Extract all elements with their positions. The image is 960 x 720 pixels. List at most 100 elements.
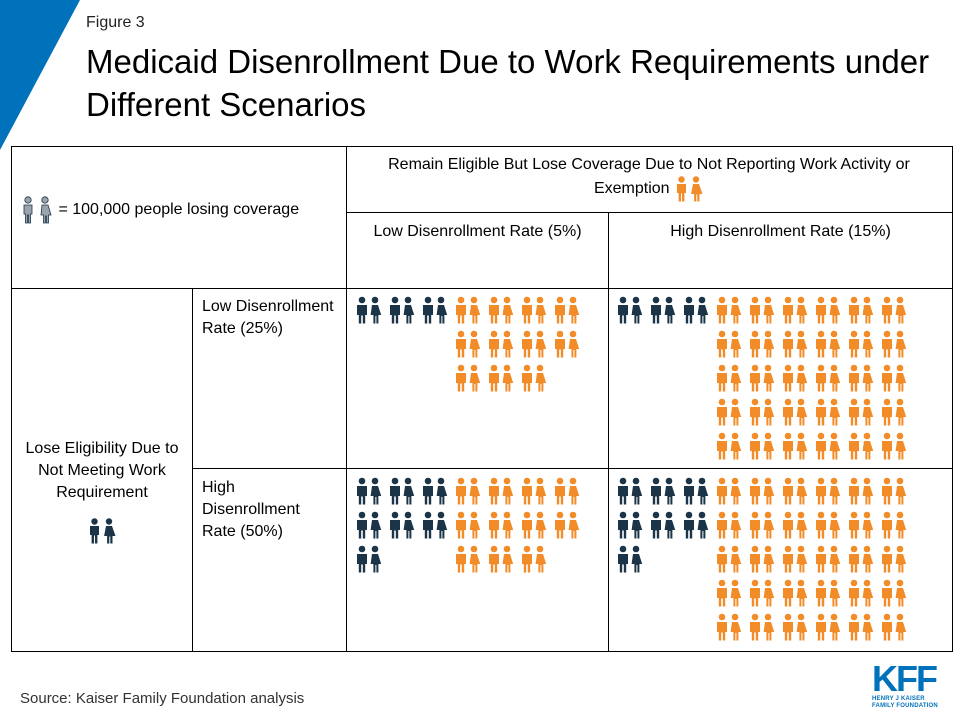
row-header-low: Low Disenrollment Rate (25%) bbox=[202, 298, 334, 337]
orange-person-pair-icon bbox=[555, 296, 580, 324]
orange-person-pair-icon bbox=[555, 330, 580, 358]
orange-person-pair-icon bbox=[717, 330, 742, 358]
orange-person-pair-icon bbox=[849, 545, 874, 573]
orange-person-pair-icon bbox=[816, 511, 841, 539]
orange-person-pair-icon bbox=[816, 613, 841, 641]
row-group-header-text: Lose Eligibility Due to Not Meeting Work… bbox=[25, 440, 179, 501]
logo-line-2: FAMILY FOUNDATION bbox=[872, 703, 938, 709]
orange-person-pair-icon bbox=[750, 398, 775, 426]
orange-person-pair-icon bbox=[750, 511, 775, 539]
orange-person-pair-icon bbox=[783, 545, 808, 573]
navy-people-icon bbox=[90, 518, 116, 544]
navy-person-pair-icon bbox=[390, 511, 415, 539]
navy-person-pair-icon bbox=[684, 296, 709, 324]
orange-person-pair-icon bbox=[783, 364, 808, 392]
column-group-header-text: Remain Eligible But Lose Coverage Due to… bbox=[388, 156, 910, 198]
orange-person-pair-icon bbox=[717, 432, 742, 460]
orange-person-pair-icon bbox=[522, 545, 547, 573]
orange-person-pair-icon bbox=[849, 613, 874, 641]
orange-person-pair-icon bbox=[816, 477, 841, 505]
orange-person-pair-icon bbox=[783, 579, 808, 607]
pictogram-high-high bbox=[618, 477, 907, 641]
orange-person-pair-icon bbox=[750, 579, 775, 607]
orange-person-pair-icon bbox=[816, 398, 841, 426]
navy-person-pair-icon bbox=[684, 477, 709, 505]
orange-person-pair-icon bbox=[849, 296, 874, 324]
orange-person-pair-icon bbox=[816, 545, 841, 573]
legend: = 100,000 people losing coverage bbox=[20, 196, 350, 224]
navy-person-pair-icon bbox=[390, 296, 415, 324]
orange-person-pair-icon bbox=[783, 613, 808, 641]
orange-person-pair-icon bbox=[750, 613, 775, 641]
navy-person-pair-icon bbox=[684, 511, 709, 539]
orange-person-pair-icon bbox=[456, 296, 481, 324]
orange-person-pair-icon bbox=[882, 364, 907, 392]
row-header-high: High Disenrollment Rate (50%) bbox=[202, 479, 300, 540]
logo-line-1: HENRY J KAISER bbox=[872, 696, 925, 702]
orange-person-pair-icon bbox=[849, 579, 874, 607]
orange-person-pair-icon bbox=[489, 330, 514, 358]
orange-person-pair-icon bbox=[882, 296, 907, 324]
orange-person-pair-icon bbox=[750, 330, 775, 358]
row-group-header: Lose Eligibility Due to Not Meeting Work… bbox=[14, 438, 190, 553]
figure-label: Figure 3 bbox=[86, 14, 145, 31]
orange-person-pair-icon bbox=[522, 364, 547, 392]
navy-person-pair-icon bbox=[357, 477, 382, 505]
orange-person-pair-icon bbox=[717, 364, 742, 392]
orange-person-pair-icon bbox=[849, 511, 874, 539]
orange-person-pair-icon bbox=[882, 432, 907, 460]
navy-person-pair-icon bbox=[423, 511, 448, 539]
orange-person-pair-icon bbox=[783, 511, 808, 539]
orange-person-pair-icon bbox=[717, 296, 742, 324]
orange-people-icon bbox=[677, 176, 703, 202]
chart-title: Medicaid Disenrollment Due to Work Requi… bbox=[86, 43, 930, 123]
legend-text: = 100,000 people losing coverage bbox=[58, 201, 300, 219]
orange-person-pair-icon bbox=[489, 296, 514, 324]
orange-person-pair-icon bbox=[783, 330, 808, 358]
navy-person-pair-icon bbox=[390, 477, 415, 505]
orange-person-pair-icon bbox=[555, 477, 580, 505]
orange-person-pair-icon bbox=[849, 398, 874, 426]
orange-person-pair-icon bbox=[489, 545, 514, 573]
orange-person-pair-icon bbox=[882, 511, 907, 539]
orange-person-pair-icon bbox=[882, 477, 907, 505]
orange-person-pair-icon bbox=[816, 579, 841, 607]
orange-person-pair-icon bbox=[783, 398, 808, 426]
orange-person-pair-icon bbox=[882, 398, 907, 426]
orange-person-pair-icon bbox=[816, 432, 841, 460]
orange-person-pair-icon bbox=[555, 511, 580, 539]
column-header-high: High Disenrollment Rate (15%) bbox=[670, 223, 891, 240]
orange-person-pair-icon bbox=[456, 330, 481, 358]
orange-person-pair-icon bbox=[783, 296, 808, 324]
navy-person-pair-icon bbox=[423, 296, 448, 324]
orange-person-pair-icon bbox=[882, 545, 907, 573]
kff-logo: KFF HENRY J KAISER FAMILY FOUNDATION bbox=[872, 661, 952, 710]
pictogram-low-low bbox=[357, 296, 580, 392]
orange-person-pair-icon bbox=[750, 545, 775, 573]
orange-person-pair-icon bbox=[816, 330, 841, 358]
navy-person-pair-icon bbox=[651, 511, 676, 539]
orange-person-pair-icon bbox=[489, 364, 514, 392]
source-note: Source: Kaiser Family Foundation analysi… bbox=[20, 690, 305, 707]
orange-person-pair-icon bbox=[783, 432, 808, 460]
orange-person-pair-icon bbox=[717, 398, 742, 426]
orange-person-pair-icon bbox=[750, 364, 775, 392]
navy-person-pair-icon bbox=[423, 477, 448, 505]
navy-person-pair-icon bbox=[357, 296, 382, 324]
orange-person-pair-icon bbox=[750, 296, 775, 324]
orange-person-pair-icon bbox=[456, 364, 481, 392]
orange-person-pair-icon bbox=[750, 432, 775, 460]
orange-person-pair-icon bbox=[882, 613, 907, 641]
orange-person-pair-icon bbox=[456, 545, 481, 573]
navy-person-pair-icon bbox=[651, 296, 676, 324]
orange-person-pair-icon bbox=[849, 432, 874, 460]
column-header-low: Low Disenrollment Rate (5%) bbox=[373, 223, 582, 240]
navy-person-pair-icon bbox=[651, 477, 676, 505]
orange-person-pair-icon bbox=[522, 296, 547, 324]
orange-person-pair-icon bbox=[717, 545, 742, 573]
orange-person-pair-icon bbox=[456, 511, 481, 539]
orange-person-pair-icon bbox=[816, 296, 841, 324]
orange-person-pair-icon bbox=[750, 477, 775, 505]
legend-people-icon bbox=[23, 196, 52, 224]
orange-person-pair-icon bbox=[717, 579, 742, 607]
